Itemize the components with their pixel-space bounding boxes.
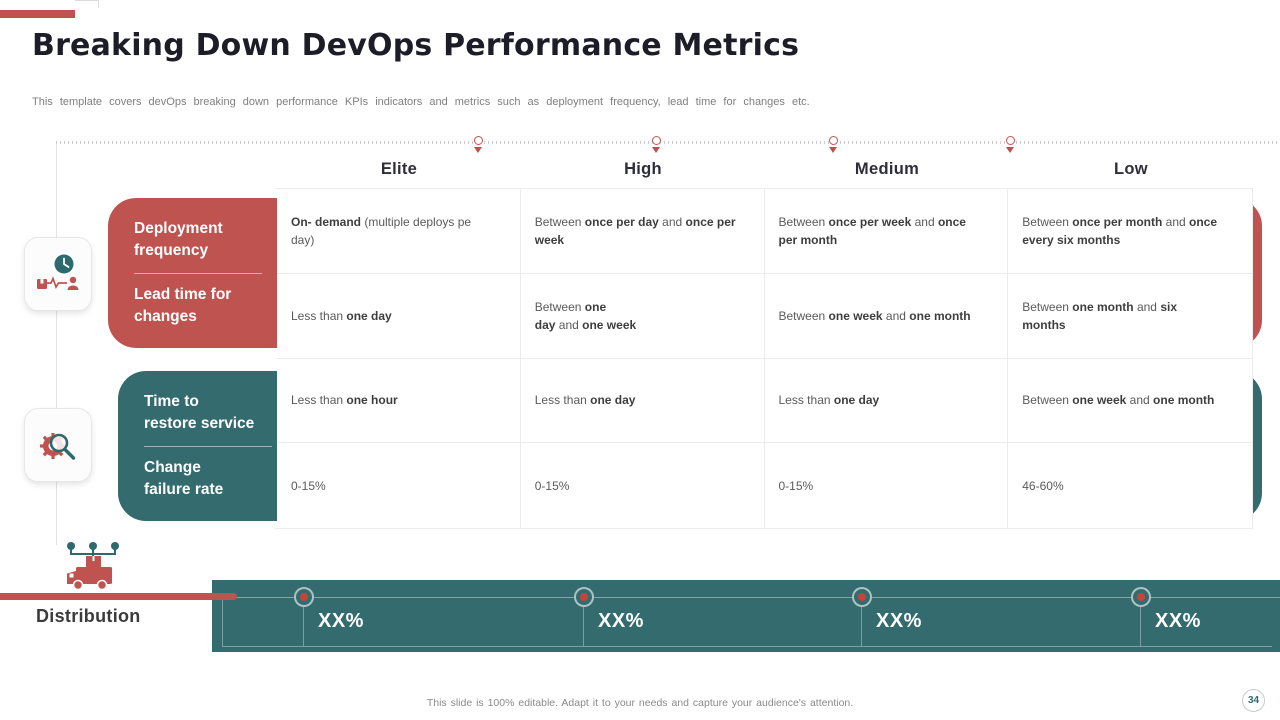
clock-monitoring-icon-svg [37,254,79,290]
marker-ring-icon [473,136,483,145]
page-number-badge: 34 [1242,689,1265,712]
page-title: Breaking Down DevOps Performance Metrics [32,28,800,63]
timeline-marker-icon [828,136,838,153]
table-cell: Between one day and one week [520,273,765,359]
table-cell: Less than one hour [277,358,521,444]
marker-dot-icon [580,593,588,601]
gear-magnifier-icon-svg [40,433,76,460]
column-header-high: High [624,160,662,178]
distribution-marker-icon [1131,587,1151,607]
column-header-medium: Medium [854,160,920,178]
bar-section-divider [303,597,304,646]
column-header-elite: Elite [380,160,418,178]
marker-dot-icon [858,593,866,601]
distribution-truck-icon [67,542,119,591]
marker-ring-icon [828,136,838,145]
distribution-marker-icon [852,587,872,607]
bar-top-line [220,597,1280,598]
metric-label-time-to-restore: Time to restore service [144,392,255,433]
table-cell: 0-15% [764,443,1009,528]
connector-line [56,143,57,545]
divider [144,445,272,447]
bar-section-divider [583,597,584,646]
distribution-marker-icon [294,587,314,607]
footer-note: This slide is 100% editable. Adapt it to… [426,697,854,709]
marker-ring-icon [651,136,661,145]
bar-bottom-line [222,646,1272,647]
table-cell: Less than one day [764,358,1009,444]
divider [134,272,262,274]
distribution-marker-icon [574,587,594,607]
distribution-value: XX% [1155,610,1201,632]
table-cell: Less than one day [277,273,521,359]
column-header-low: Low [1114,160,1148,178]
marker-ring-icon [1005,136,1015,145]
accent-bar [0,10,75,18]
dotted-timeline [56,141,1280,144]
table-cell: 46-60% [1008,443,1252,528]
table-cell: Between one week and one month [764,273,1009,359]
column-headers: Elite High Medium Low [277,160,1253,179]
clock-monitoring-icon [24,237,92,311]
subtitle: This template covers devOps breaking dow… [32,96,810,108]
marker-dot-icon [1137,593,1145,601]
distribution-bar: XX% XX% XX% XX% [212,580,1280,652]
marker-arrow-icon [1006,147,1014,153]
bar-section-divider [1140,597,1141,646]
marker-arrow-icon [829,147,837,153]
marker-arrow-icon [474,147,482,153]
table-cell: Between once per day and once per week [520,189,765,274]
timeline-marker-icon [651,136,661,153]
marker-dot-icon [300,593,308,601]
timeline-marker-icon [473,136,483,153]
metrics-table: On- demand (multiple deploys pe day) Bet… [275,188,1253,529]
table-cell: Between one month and six months [1008,273,1252,359]
bar-section-divider [861,597,862,646]
gear-magnifier-icon [24,408,92,482]
table-cell: 0-15% [277,443,521,528]
table-cell: On- demand (multiple deploys pe day) [277,189,521,274]
distribution-value: XX% [876,610,922,632]
marker-arrow-icon [652,147,660,153]
accent-corner-line [75,0,99,8]
timeline-marker-icon [1005,136,1015,153]
metric-label-change-failure: Change failure rate [144,458,224,498]
distribution-label: Distribution [36,606,141,626]
bar-section-divider [222,597,223,646]
distribution-value: XX% [598,610,644,632]
metric-label-lead-time: Lead time for changes [134,285,232,325]
table-cell: Between once per month and once every si… [1008,189,1252,274]
table-cell: Between once per week and once per month [764,189,1009,274]
metric-label-deployment-frequency: Deployment frequency [134,219,223,260]
table-cell: Less than one day [520,358,765,444]
distribution-axis-line [0,593,237,600]
distribution-value: XX% [318,610,364,632]
table-cell: 0-15% [520,443,765,528]
table-cell: Between one week and one month [1008,358,1252,444]
